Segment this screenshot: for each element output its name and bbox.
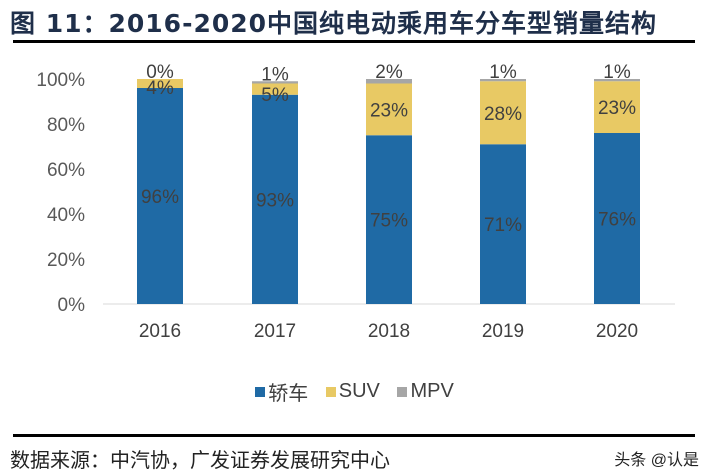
legend-label: MPV [410, 380, 454, 402]
bar-轿车-2017 [252, 94, 298, 304]
legend-label: SUV [338, 380, 380, 402]
data-label: 23% [598, 98, 636, 119]
data-label: 5% [261, 85, 289, 106]
title-rule [13, 40, 695, 43]
figure-title: 图 11：2016-2020中国纯电动乘用车分车型销量结构 [10, 9, 658, 38]
legend-swatch-mpv [397, 386, 408, 397]
legend-label: 轿车 [268, 383, 309, 405]
data-label: 1% [489, 62, 517, 83]
x-tick-label: 2016 [139, 321, 181, 342]
x-tick-label: 2017 [254, 321, 296, 342]
x-tick-label: 2020 [596, 321, 638, 342]
data-label: 71% [484, 215, 522, 236]
y-tick-label: 40% [47, 205, 85, 226]
stacked-bar-chart: 0%20%40%60%80%100%96%4%0%201693%5%1%2017… [36, 62, 675, 342]
legend-swatch-suv [325, 386, 336, 397]
y-tick-label: 80% [47, 115, 85, 136]
bar-SUV-2020 [594, 81, 640, 133]
data-label: 2% [375, 62, 403, 83]
bar-SUV-2017 [252, 83, 298, 95]
legend: 轿车 SUV MPV [0, 377, 709, 406]
bar-MPV-2017 [252, 81, 298, 84]
legend-swatch-sedan [255, 386, 266, 397]
bar-轿车-2018 [366, 135, 412, 304]
data-label: 75% [370, 211, 408, 232]
legend-item-mpv: MPV [397, 380, 454, 403]
y-tick-label: 0% [58, 295, 86, 316]
source-rule [13, 434, 695, 437]
bar-SUV-2019 [480, 81, 526, 145]
y-tick-label: 20% [47, 250, 85, 271]
y-tick-label: 60% [47, 160, 85, 181]
x-tick-label: 2019 [482, 321, 524, 342]
data-label: 1% [603, 62, 631, 83]
bar-SUV-2018 [366, 83, 412, 136]
bar-轿车-2016 [137, 88, 183, 304]
legend-item-suv: SUV [325, 380, 380, 403]
data-label: 23% [370, 100, 408, 121]
bar-MPV-2020 [594, 79, 640, 82]
watermark: 头条 @认是 [614, 452, 699, 469]
bar-SUV-2016 [137, 79, 183, 88]
data-label: 4% [146, 78, 174, 99]
data-label: 96% [141, 187, 179, 208]
bar-MPV-2018 [366, 79, 412, 84]
y-tick-label: 100% [36, 70, 85, 91]
bar-轿车-2019 [480, 144, 526, 304]
bar-MPV-2019 [480, 79, 526, 82]
x-tick-label: 2018 [368, 321, 410, 342]
data-label: 76% [598, 210, 636, 231]
legend-item-sedan: 轿车 [255, 377, 308, 406]
data-label: 28% [484, 104, 522, 125]
data-label: 1% [261, 64, 289, 85]
data-label: 0% [146, 62, 174, 83]
source-note: 数据来源：中汽协，广发证券发展研究中心 [10, 448, 390, 472]
data-label: 93% [256, 190, 294, 211]
bar-轿车-2020 [594, 133, 640, 304]
